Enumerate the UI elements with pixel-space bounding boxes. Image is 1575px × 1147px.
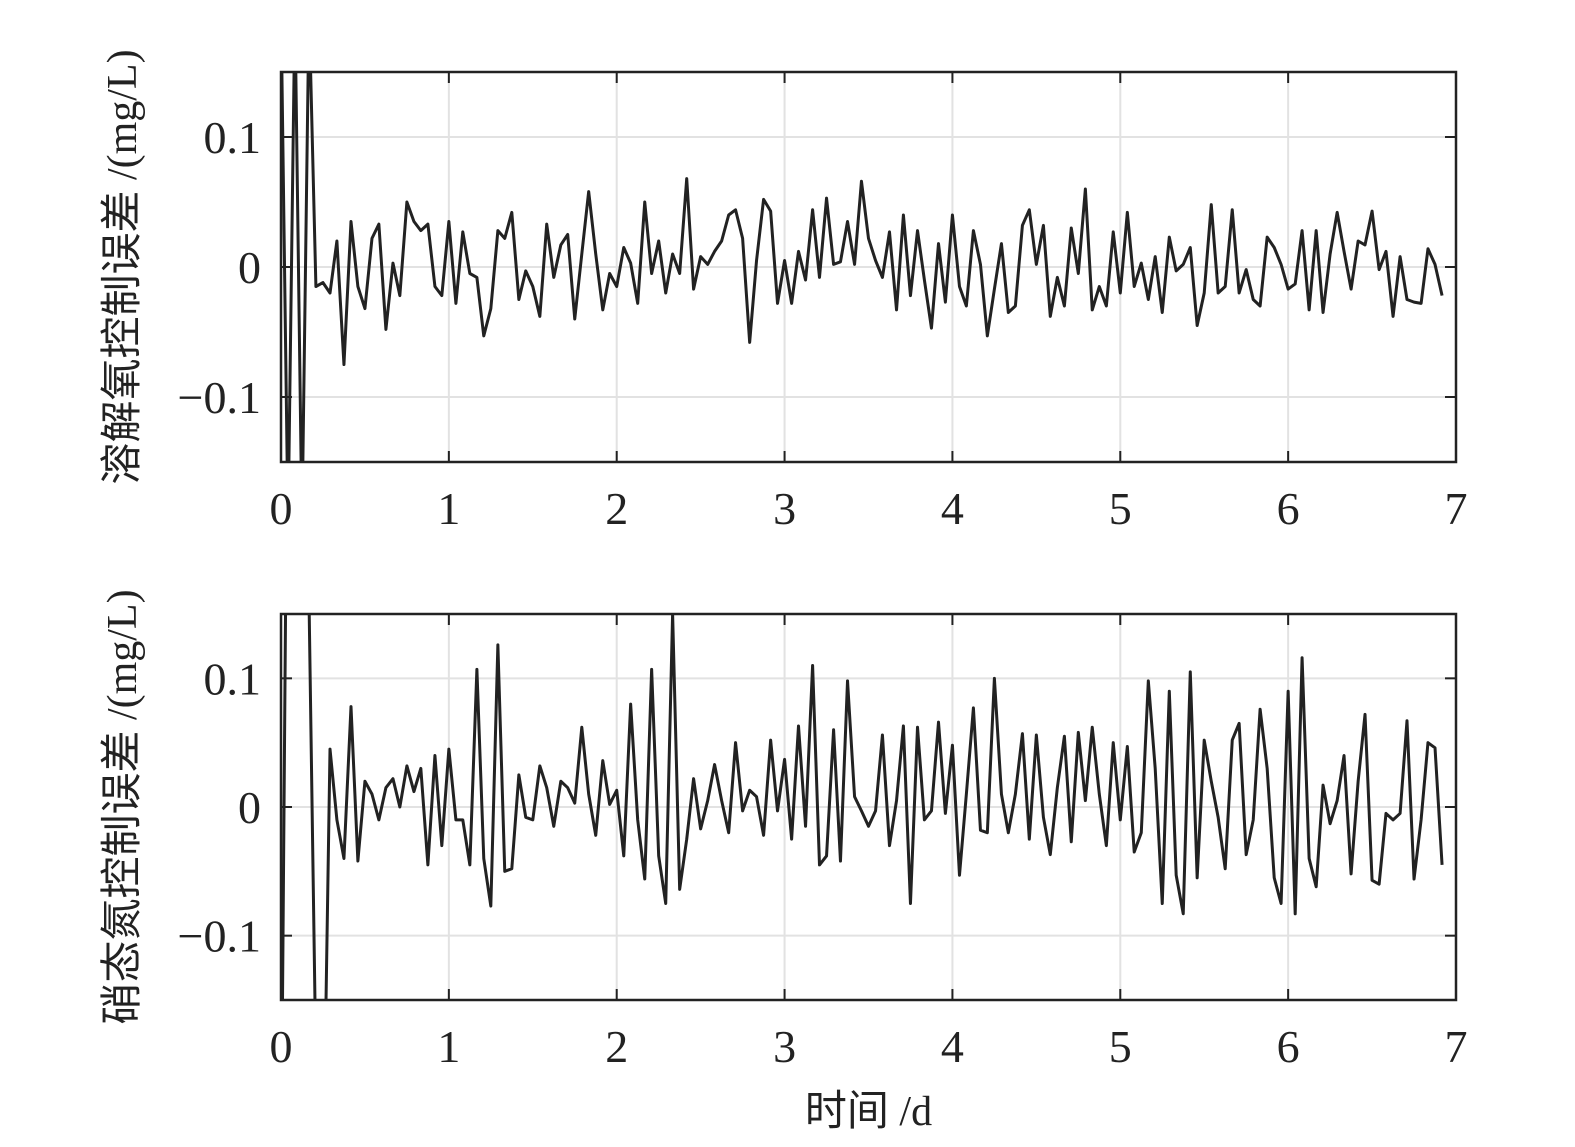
x-tick-label: 6 xyxy=(1277,483,1300,534)
x-tick-label: 4 xyxy=(941,483,964,534)
y-axis-label: 硝态氮控制误差 /(mg/L) xyxy=(100,589,146,1024)
y-tick-label: 0.1 xyxy=(204,112,262,163)
x-tick-label: 1 xyxy=(437,1021,460,1072)
x-tick-label: 2 xyxy=(605,483,628,534)
y-tick-label: 0.1 xyxy=(204,653,262,704)
y-axis-label: 溶解氧控制误差 /(mg/L) xyxy=(99,49,146,484)
data-line xyxy=(281,72,1444,462)
x-tick-label: 3 xyxy=(773,483,796,534)
x-tick-label: 5 xyxy=(1109,1021,1132,1072)
x-tick-label: 0 xyxy=(270,483,293,534)
data-line xyxy=(281,614,1444,1000)
axes-frame xyxy=(279,612,1458,1002)
y-tick-label: 0 xyxy=(238,242,261,293)
x-tick-label: 1 xyxy=(437,483,460,534)
x-tick-label: 7 xyxy=(1445,1021,1468,1072)
y-tick-label: −0.1 xyxy=(178,372,261,423)
x-tick-label: 2 xyxy=(605,1021,628,1072)
x-axis-label: 时间 /d xyxy=(805,1089,932,1135)
y-tick-label: −0.1 xyxy=(178,911,261,962)
y-tick-label: 0 xyxy=(238,782,261,833)
x-tick-label: 7 xyxy=(1445,483,1468,534)
x-tick-label: 4 xyxy=(941,1021,964,1072)
x-tick-label: 3 xyxy=(773,1021,796,1072)
axes-frame xyxy=(279,70,1458,464)
x-tick-label: 0 xyxy=(270,1021,293,1072)
x-tick-label: 6 xyxy=(1277,1021,1300,1072)
x-tick-label: 5 xyxy=(1109,483,1132,534)
